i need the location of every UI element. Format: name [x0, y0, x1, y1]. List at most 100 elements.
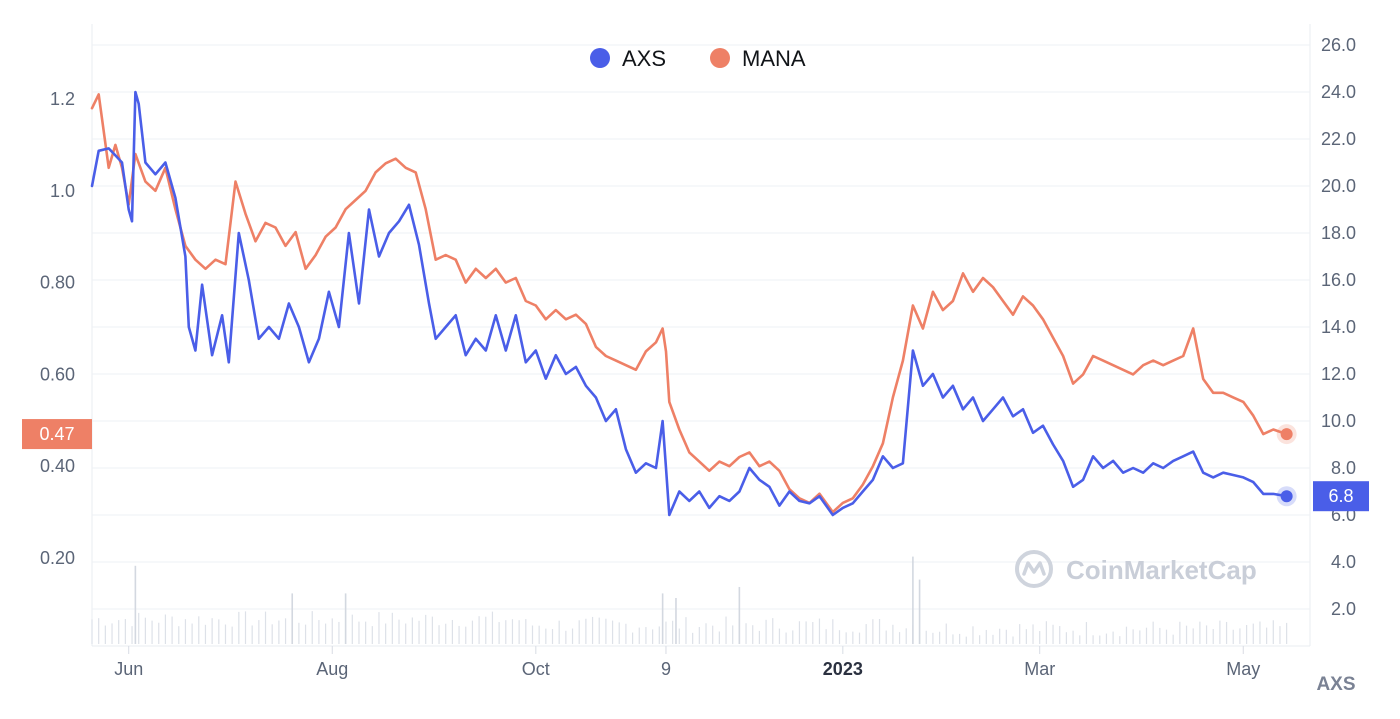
volume-bar: [698, 627, 700, 644]
right-tick-label-7: 16.0: [1321, 270, 1356, 290]
volume-bar: [1119, 636, 1121, 644]
x-tick-label-4: 2023: [823, 659, 863, 679]
volume-bar: [284, 618, 287, 644]
legend-item-axs[interactable]: AXS: [590, 46, 666, 71]
volume-bar: [131, 626, 133, 644]
volume-bar: [1005, 629, 1007, 644]
volume-bar: [538, 625, 540, 644]
volume-bar: [251, 625, 253, 644]
volume-bar: [832, 619, 834, 644]
volume-bar: [391, 612, 393, 644]
volume-bar: [945, 623, 947, 644]
volume-bar: [1279, 626, 1281, 644]
volume-bar: [411, 617, 413, 644]
right-tick-label-11: 24.0: [1321, 82, 1356, 102]
volume-bar: [658, 626, 660, 644]
volume-bar: [625, 623, 627, 644]
legend-label-mana: MANA: [742, 46, 806, 71]
x-axis: Jun Aug Oct 9 2023 Mar May: [114, 646, 1260, 679]
volume-bar: [151, 620, 153, 644]
volume-bar: [491, 611, 494, 644]
volume-bar: [385, 623, 387, 644]
right-tick-label-6: 14.0: [1321, 317, 1356, 337]
right-tick-label-12: 26.0: [1321, 35, 1356, 55]
series-line-axs: [90, 90, 1288, 517]
volume-bar: [304, 624, 307, 644]
volume-bar: [838, 630, 841, 644]
volume-spike-1: [291, 593, 294, 644]
volume-bar: [638, 627, 640, 644]
volume-bar: [865, 624, 867, 644]
volume-bar: [178, 626, 180, 644]
last-value-badge-axs: 6.8: [1313, 481, 1369, 512]
legend-item-mana[interactable]: MANA: [710, 46, 806, 71]
volume-bar: [1125, 626, 1128, 644]
volume-bar: [1092, 635, 1094, 644]
volume-bar: [885, 630, 887, 644]
badge-text: 6.8: [1328, 486, 1353, 506]
right-tick-label-10: 22.0: [1321, 129, 1356, 149]
volume-bar: [818, 618, 821, 644]
volume-bar: [311, 611, 313, 644]
volume-bar: [692, 632, 694, 644]
volume-bar: [98, 618, 100, 644]
volume-bar: [1225, 621, 1228, 644]
volume-bar: [585, 618, 587, 644]
volume-bar: [124, 619, 126, 644]
volume-bar: [158, 622, 160, 644]
volume-bar: [992, 634, 994, 644]
volume-bar: [1192, 628, 1194, 644]
volume-bar: [1172, 634, 1174, 644]
volume-bar: [1052, 624, 1054, 644]
volume-bar: [1152, 621, 1154, 644]
volume-bar: [1019, 624, 1021, 644]
volume-bar: [798, 621, 801, 644]
legend-swatch-mana: [710, 48, 730, 68]
right-tick-label-1: 4.0: [1331, 552, 1356, 572]
volume-bar: [565, 630, 567, 644]
volume-bar: [238, 611, 240, 644]
volume-bar: [1099, 635, 1101, 644]
volume-bar: [872, 619, 874, 644]
last-point-mana: [1280, 428, 1293, 441]
volume-bar: [264, 611, 267, 644]
volume-bar: [378, 612, 380, 644]
watermark-text: CoinMarketCap: [1066, 555, 1257, 585]
volume-spike-5: [738, 586, 741, 644]
volume-bar: [558, 620, 560, 644]
volume-spike-4: [675, 598, 677, 644]
volume-bar: [1045, 621, 1047, 644]
volume-bar: [405, 623, 407, 644]
volume-bar: [218, 619, 220, 644]
volume-spike-3: [661, 593, 664, 644]
legend: AXS MANA: [590, 46, 806, 71]
badge-background: [22, 419, 92, 450]
volume-bar: [631, 632, 634, 644]
volume-bar: [785, 632, 787, 644]
volume-bar: [1232, 629, 1234, 644]
volume-bar: [758, 630, 760, 644]
left-tick-label-0: 0.20: [40, 548, 75, 568]
volume-bar: [725, 616, 727, 644]
volume-bar: [298, 622, 300, 644]
volume-bar: [825, 629, 827, 644]
volume-bar: [578, 620, 580, 644]
volume-bar: [1219, 620, 1221, 644]
volume-spike-2: [344, 593, 347, 644]
volume-bar: [1112, 631, 1114, 644]
volume-bar: [938, 631, 941, 644]
volume-bar: [665, 621, 667, 644]
volume-bar: [591, 616, 594, 644]
volume-bar: [1205, 625, 1208, 644]
left-tick-label-2: 0.60: [40, 364, 75, 384]
volume-bar: [611, 620, 614, 644]
volume-bar: [351, 614, 353, 644]
volume-bar: [398, 619, 400, 644]
left-tick-label-4: 1.0: [50, 181, 75, 201]
volume-bar: [365, 621, 367, 644]
volume-bar: [925, 630, 927, 644]
volume-bars: [91, 556, 1288, 644]
last-value-badge-mana: 0.47: [22, 419, 92, 450]
volume-bar: [845, 632, 847, 644]
